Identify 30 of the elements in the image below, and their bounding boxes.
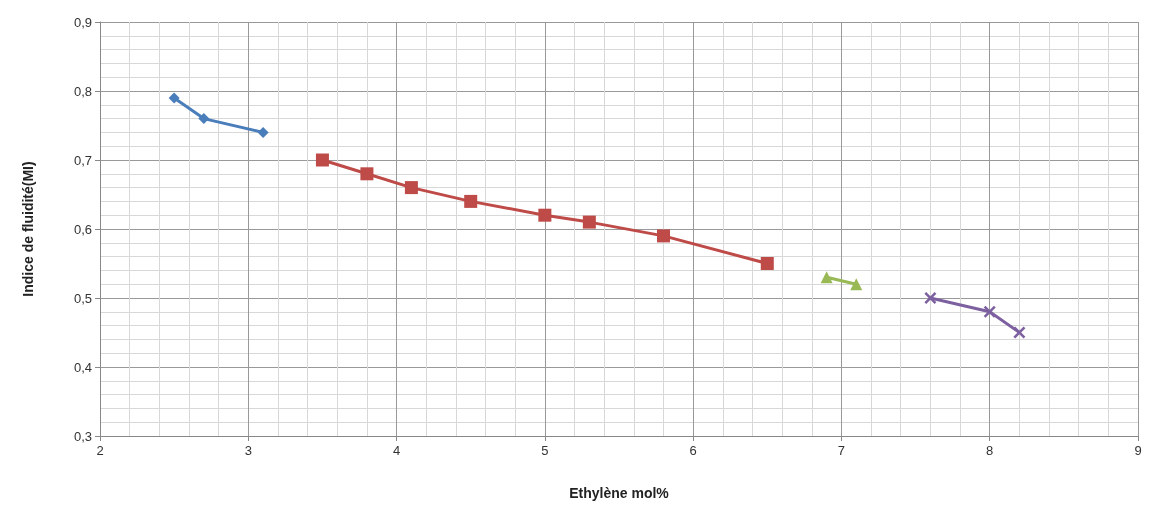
x-tick-label: 8 [986,443,994,458]
point [760,257,774,270]
point [360,167,374,181]
x-tick-label: 7 [837,443,846,458]
point [315,153,329,167]
point [168,92,180,104]
point [257,126,269,138]
x-tick-label: 6 [689,443,697,458]
y-axis-title: Indice de fluidité(MI) [20,161,36,297]
point [464,194,478,208]
point [983,305,996,318]
y-tick-label: 0,8 [73,83,92,99]
x-axis-title: Ethylène mol% [569,485,670,501]
point [198,113,210,125]
y-tick-label: 0,3 [73,428,92,444]
point [582,215,596,229]
y-tick-label: 0,5 [73,290,92,306]
x-tick-label: 5 [541,443,549,458]
x-tick-label: 2 [96,443,104,458]
x-tick-label: 4 [392,443,401,458]
point [538,208,552,222]
point [404,181,418,195]
x-tick-label: 9 [1134,443,1142,458]
y-tick-label: 0,6 [73,221,92,237]
point [656,229,670,243]
y-tick-label: 0,9 [73,14,92,30]
y-tick-label: 0,7 [73,152,92,168]
point [924,292,937,304]
x-tick-label: 3 [244,443,252,458]
y-tick-label: 0,4 [73,359,92,375]
